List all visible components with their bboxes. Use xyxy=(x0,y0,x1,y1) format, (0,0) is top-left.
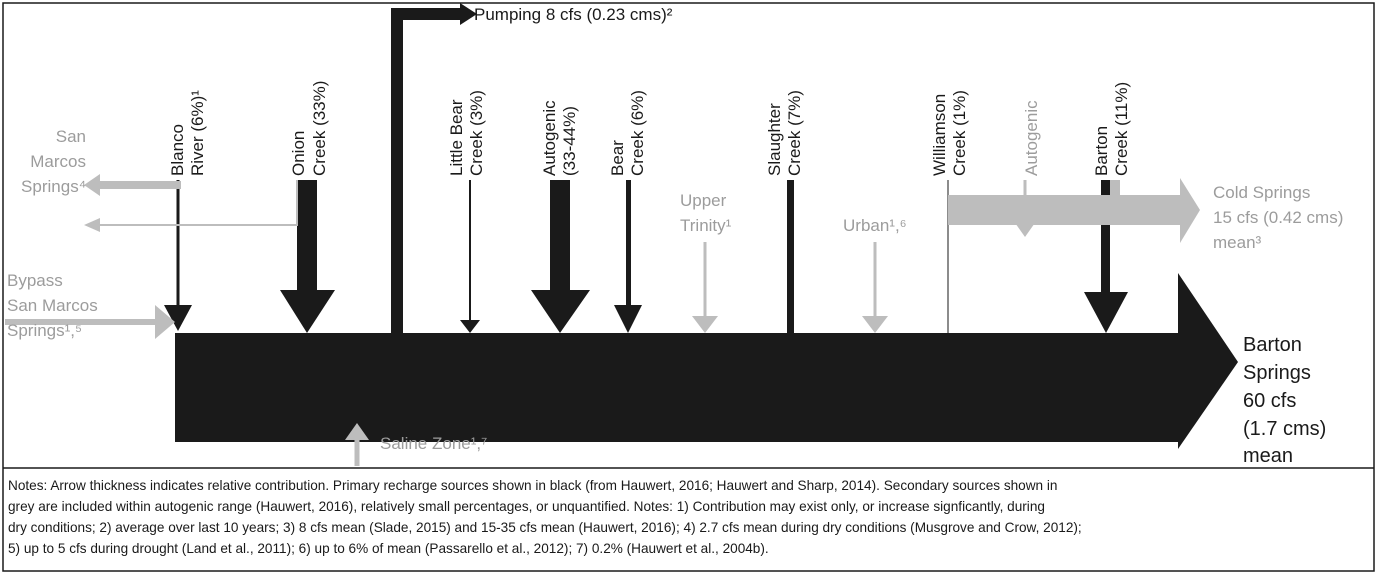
upper-trinity-label: Trinity¹ xyxy=(680,216,732,235)
source-label: Barton xyxy=(1092,126,1111,176)
urban-label: Urban¹,⁶ xyxy=(843,216,907,235)
source-label: (33-44%) xyxy=(560,106,579,176)
san-marcos-label: Springs⁴ xyxy=(21,177,86,196)
source-label: River (6%)¹ xyxy=(188,90,207,176)
san-marcos-label: San xyxy=(56,127,86,146)
outlet-label: mean xyxy=(1243,445,1293,467)
source-label: Slaughter xyxy=(765,103,784,176)
outlet-label: (1.7 cms) xyxy=(1243,418,1326,440)
note-line: grey are included within autogenic range… xyxy=(8,499,1045,514)
source-label: Autogenic xyxy=(540,100,559,176)
source-label: Williamson xyxy=(930,94,949,176)
source-label: Bear xyxy=(608,140,627,176)
outlet-label: Barton xyxy=(1243,334,1302,356)
source-label: Creek (3%) xyxy=(467,90,486,176)
source-labels: Blanco River (6%)¹ Onion Creek (33%) Lit… xyxy=(168,81,1131,176)
main-arrow xyxy=(175,273,1238,449)
bypass-label: Springs¹,⁵ xyxy=(7,321,82,340)
secondary-arrows xyxy=(5,174,1200,466)
bypass-label: Bypass xyxy=(7,271,63,290)
outlet-label: 60 cfs xyxy=(1243,390,1296,412)
frame xyxy=(2,2,1375,572)
source-label: Onion xyxy=(289,131,308,176)
source-label: Creek (11%) xyxy=(1112,82,1131,176)
cold-springs-label: Cold Springs xyxy=(1213,183,1310,202)
cold-springs-label: 15 cfs (0.42 cms) xyxy=(1213,208,1343,227)
source-label: Little Bear xyxy=(447,99,466,176)
outlet-label: Springs xyxy=(1243,362,1311,384)
pumping-label: Pumping 8 cfs (0.23 cms)² xyxy=(474,5,673,24)
note-line: dry conditions; 2) average over last 10 … xyxy=(8,520,1082,535)
upper-trinity-label: Upper xyxy=(680,191,727,210)
saline-label: Saline Zone¹,⁷ xyxy=(380,434,487,453)
source-label: Autogenic xyxy=(1022,100,1041,176)
source-arrows xyxy=(164,180,1128,333)
note-line: 5) up to 5 cfs during drought (Land et a… xyxy=(8,541,769,556)
source-label: Blanco xyxy=(168,124,187,176)
pumping-arrow xyxy=(391,3,477,333)
note-line: Notes: Arrow thickness indicates relativ… xyxy=(8,478,1057,493)
san-marcos-label: Marcos xyxy=(30,152,86,171)
source-label: Creek (33%) xyxy=(310,81,329,176)
cold-springs-label: mean³ xyxy=(1213,233,1262,252)
source-label: Creek (6%) xyxy=(628,90,647,176)
source-label: Creek (7%) xyxy=(785,90,804,176)
source-label: Creek (1%) xyxy=(950,90,969,176)
bypass-label: San Marcos xyxy=(7,296,98,315)
